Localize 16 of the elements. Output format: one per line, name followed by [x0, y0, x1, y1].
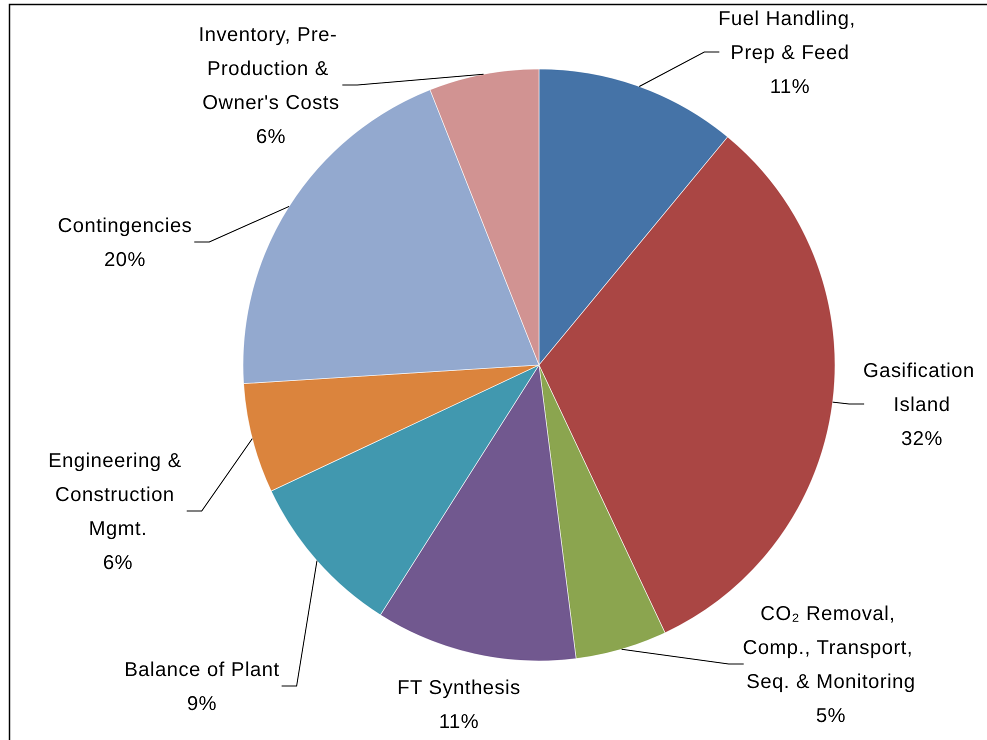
slice-label: Contingencies [58, 215, 192, 237]
data-label: 32% [901, 428, 943, 450]
data-label: 9% [186, 693, 218, 715]
slice-label: Gasification Island [863, 360, 981, 416]
data-label: 6% [102, 552, 134, 574]
data-label: 11% [770, 76, 810, 98]
data-label: 11% [438, 711, 480, 733]
slice-label: Fuel Handling, Prep & Feed [718, 8, 862, 64]
data-label: 5% [816, 705, 846, 727]
slice-label: Balance of Plant [124, 659, 280, 681]
slice-label: FT Synthesis [397, 677, 521, 699]
slice-label: Engineering & Construction Mgmt. [48, 450, 188, 540]
slice-label: CO₂ Removal, Comp., Transport, Seq. & Monitoring [742, 603, 920, 693]
data-label: 6% [256, 126, 286, 148]
slice-label: Inventory, Pre- Production & Owner's Costs [198, 24, 344, 114]
data-label: 20% [104, 249, 146, 271]
